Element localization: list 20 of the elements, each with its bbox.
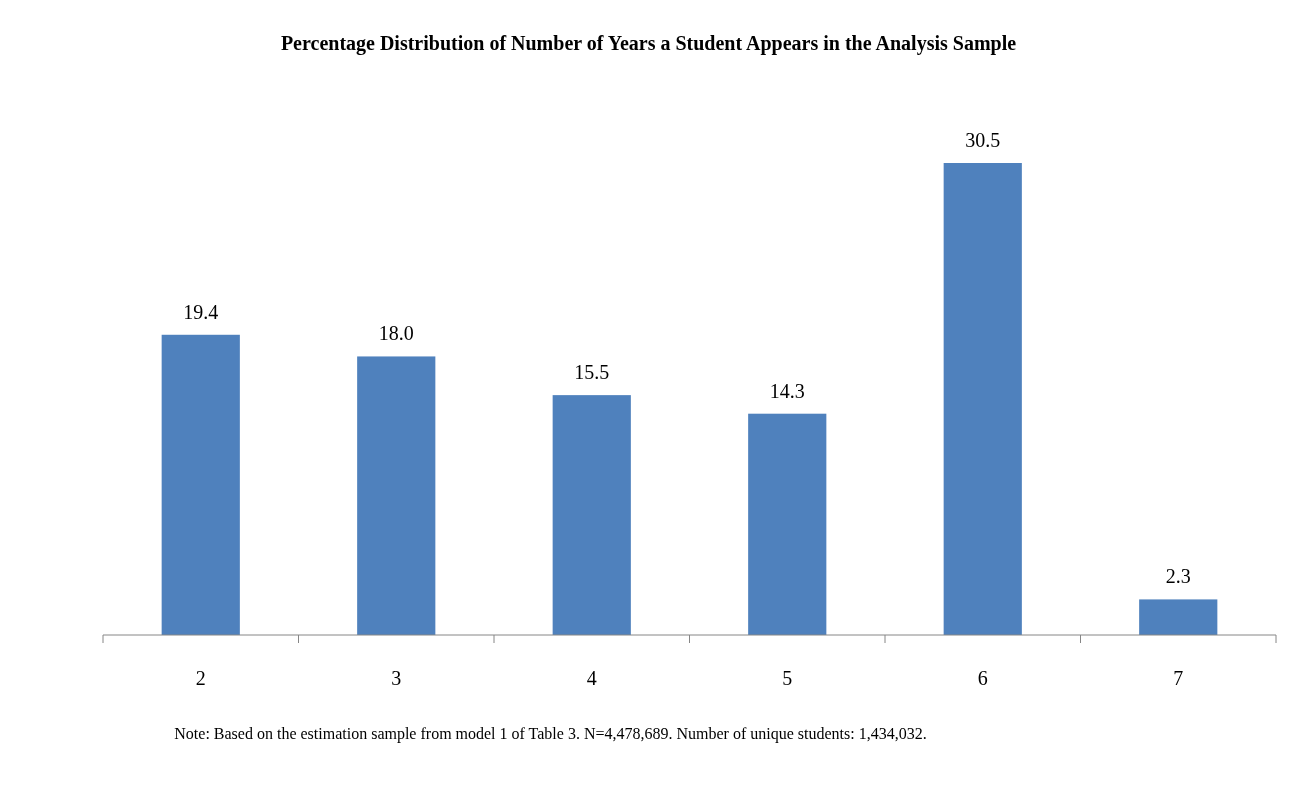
bar bbox=[748, 413, 827, 635]
x-tick-label: 4 bbox=[586, 667, 597, 689]
text: Note: Based on the estimation sample from model 1 of Table 3. N=4,478,689. Number of unique students: 1,434,032. bbox=[174, 725, 927, 743]
bar bbox=[357, 356, 436, 635]
bar bbox=[943, 163, 1022, 635]
bar bbox=[161, 334, 240, 635]
data-label: 30.5 bbox=[965, 129, 1001, 151]
bar bbox=[552, 395, 631, 635]
x-tick-label: 3 bbox=[391, 667, 402, 689]
data-label: 14.3 bbox=[769, 379, 805, 402]
x-tick-label: 5 bbox=[782, 667, 793, 689]
chart-title: Percentage Distribution of Number of Years a Student Appears in the Analysis Sample bbox=[280, 32, 1017, 55]
data-label: 18.0 bbox=[378, 322, 414, 345]
x-tick-label: 7 bbox=[1173, 667, 1184, 689]
bar bbox=[1139, 599, 1218, 635]
data-label: 19.4 bbox=[183, 300, 219, 323]
x-tick-label: 2 bbox=[195, 667, 206, 689]
data-label: 15.5 bbox=[574, 361, 610, 384]
data-label: 2.3 bbox=[1165, 565, 1191, 588]
x-tick-label: 6 bbox=[977, 667, 988, 689]
